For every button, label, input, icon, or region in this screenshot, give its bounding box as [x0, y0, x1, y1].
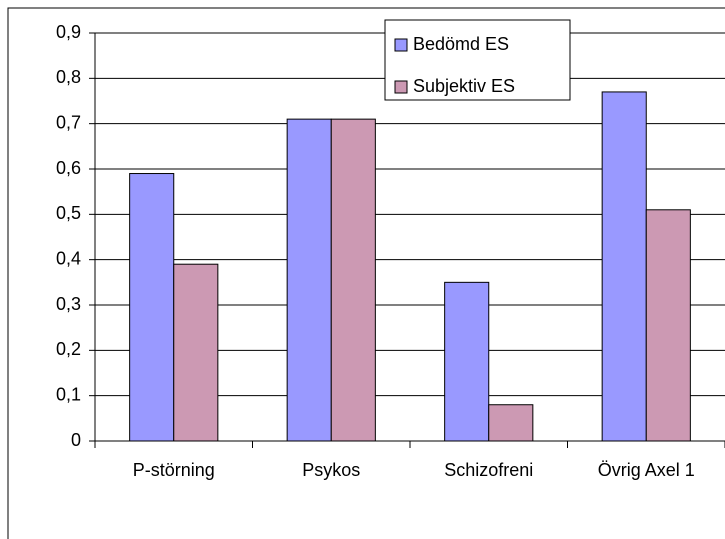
legend-box	[384, 19, 571, 101]
y-tick-label: 0,8	[56, 67, 81, 87]
y-tick-label: 0,6	[56, 158, 81, 178]
legend-label: Bedömd ES	[413, 34, 509, 54]
legend-swatch	[394, 80, 408, 94]
y-tick-label: 0,5	[56, 203, 81, 223]
bar	[444, 281, 490, 442]
bar	[129, 173, 175, 442]
bar	[330, 118, 376, 442]
x-tick-label: P-störning	[133, 460, 215, 480]
y-tick-label: 0,4	[56, 248, 81, 268]
y-tick-label: 0	[71, 430, 81, 450]
x-tick-label: Övrig Axel 1	[598, 460, 695, 480]
legend-label: Subjektiv ES	[413, 76, 515, 96]
bar	[488, 404, 534, 442]
y-tick-label: 0,9	[56, 22, 81, 42]
x-tick-label: Schizofreni	[444, 460, 533, 480]
y-tick-label: 0,7	[56, 112, 81, 132]
y-tick-label: 0,3	[56, 294, 81, 314]
legend-swatch	[394, 38, 408, 52]
bar	[286, 118, 332, 442]
y-tick-label: 0,1	[56, 384, 81, 404]
x-tick-label: Psykos	[302, 460, 360, 480]
bar	[645, 209, 691, 442]
bar	[601, 91, 647, 442]
y-tick-label: 0,2	[56, 339, 81, 359]
bar	[173, 263, 219, 442]
